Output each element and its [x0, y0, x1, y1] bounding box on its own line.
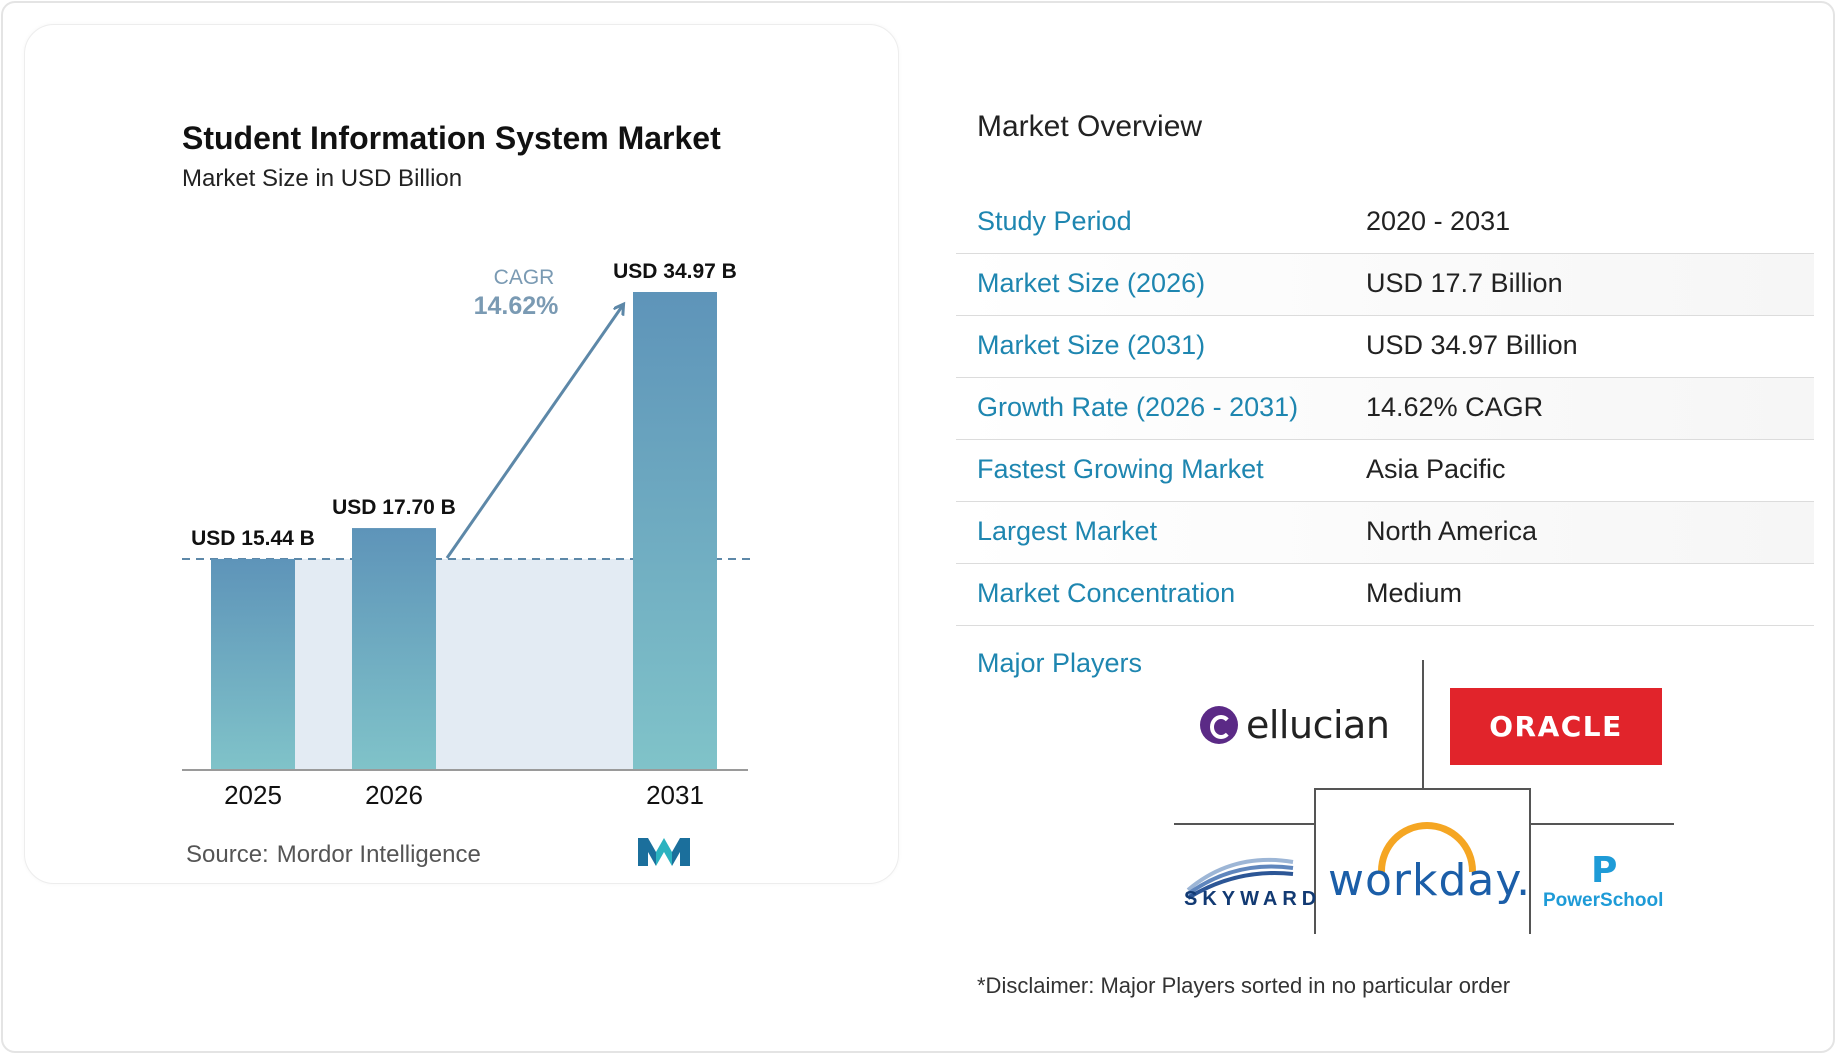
oracle-logo: ORACLE: [1450, 688, 1662, 765]
oracle-wordmark: ORACLE: [1489, 710, 1623, 743]
bar-chart: USD 15.44 B 2025 USD 17.70 B 2026 USD 34.97 …: [182, 260, 750, 810]
workday-logo: workday.: [1328, 855, 1532, 906]
overview-row-label: Market Concentration: [977, 578, 1236, 608]
overview-title: Market Overview: [977, 110, 1203, 143]
skyward-swoosh-icon: [1186, 857, 1294, 900]
overview-row: Growth Rate (2026 - 2031) 14.62% CAGR: [956, 378, 1814, 440]
bar-2025: [211, 558, 295, 770]
powerschool-wordmark: PowerSchool: [1543, 890, 1664, 911]
overview-row-value: USD 17.7 Billion: [1366, 268, 1563, 298]
overview-row-value: USD 34.97 Billion: [1366, 330, 1578, 360]
disclaimer: *Disclaimer: Major Players sorted in no …: [977, 973, 1511, 998]
overview-row: Largest Market North America: [956, 502, 1814, 564]
source-note: Source: Mordor Intelligence: [186, 841, 481, 869]
overview-row: Fastest Growing Market Asia Pacific: [956, 440, 1814, 502]
powerschool-mark-icon: P: [1591, 850, 1618, 891]
bar-data-label: USD 17.70 B: [332, 496, 456, 519]
players-divider: [1422, 660, 1424, 788]
overview-row-label: Market Size (2026): [977, 268, 1206, 298]
cagr-arrow: [445, 305, 623, 559]
overview-row-label: Market Size (2031): [977, 330, 1206, 360]
overview-row-label: Largest Market: [977, 516, 1158, 546]
source-label: Source:: [186, 841, 269, 868]
overview-row-value: Asia Pacific: [1366, 454, 1506, 484]
players-divider: [1174, 823, 1314, 825]
baseline-band: [211, 558, 717, 770]
overview-row: Study Period 2020 - 2031: [956, 192, 1814, 254]
players-divider: [1314, 788, 1316, 934]
major-players-label: Major Players: [977, 648, 1143, 678]
cagr-label: CAGR: [494, 266, 555, 289]
bar-2031: [633, 292, 717, 770]
bar-data-label: USD 15.44 B: [191, 527, 315, 550]
overview-row-label: Growth Rate (2026 - 2031): [977, 392, 1299, 422]
bar-data-label: USD 34.97 B: [613, 260, 737, 283]
overview-row-value: 2020 - 2031: [1366, 206, 1511, 236]
overview-table: Study Period 2020 - 2031 Market Size (2026…: [956, 192, 1814, 626]
overview-row-label: Fastest Growing Market: [977, 454, 1264, 484]
overview-row: Market Concentration Medium: [956, 564, 1814, 626]
overview-row-value: Medium: [1366, 578, 1463, 608]
players-divider: [1530, 823, 1674, 825]
cagr-value: 14.62%: [474, 292, 559, 320]
mordor-logo-icon: [638, 838, 690, 866]
bar-2026: [352, 528, 436, 770]
ellucian-mark-icon: [1200, 706, 1238, 744]
players-divider: [1314, 788, 1530, 790]
ellucian-logo: ellucian: [1200, 703, 1390, 747]
overview-row-value: North America: [1366, 516, 1538, 546]
skyward-wordmark: SKYWARD: [1184, 888, 1322, 910]
overview-row: Market Size (2026) USD 17.7 Billion: [956, 254, 1814, 316]
ellucian-wordmark: ellucian: [1246, 703, 1390, 747]
overview-row: Market Size (2031) USD 34.97 Billion: [956, 316, 1814, 378]
source-name: Mordor Intelligence: [276, 841, 481, 868]
x-tick-label: 2026: [365, 780, 423, 810]
players-divider: [1529, 788, 1531, 934]
chart-title: Student Information System Market: [182, 120, 721, 156]
overview-row-value: 14.62% CAGR: [1366, 392, 1544, 422]
chart-subtitle: Market Size in USD Billion: [182, 165, 463, 192]
x-tick-label: 2031: [646, 780, 704, 810]
overview-row-label: Study Period: [977, 206, 1132, 236]
x-tick-label: 2025: [224, 780, 282, 810]
